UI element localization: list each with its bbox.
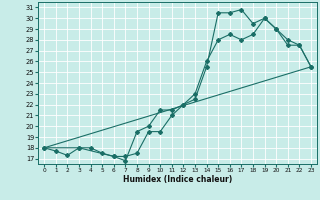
X-axis label: Humidex (Indice chaleur): Humidex (Indice chaleur) [123,175,232,184]
